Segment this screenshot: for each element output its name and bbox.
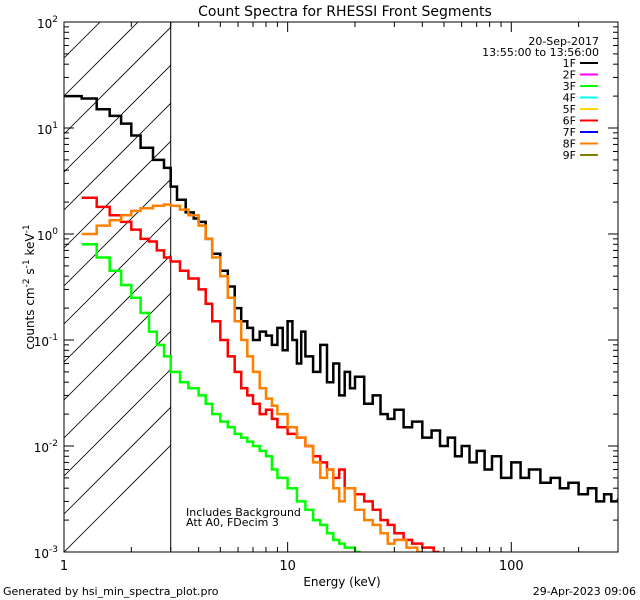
background-note: Includes Background (186, 506, 301, 519)
legend-label: 7F (563, 126, 576, 139)
hatch-line (64, 216, 171, 325)
y-axis-label-exp: -2 (22, 278, 32, 287)
legend-label: 5F (563, 103, 576, 116)
hatch-line (64, 140, 171, 249)
legend-label: 8F (563, 138, 576, 151)
chart-title: Count Spectra for RHESSI Front Segments (198, 4, 492, 20)
x-axis-label: Energy (keV) (303, 575, 380, 589)
legend-label: 3F (563, 80, 576, 93)
y-tick-label: 100 (37, 227, 58, 243)
legend-label: 4F (563, 92, 576, 105)
series-line-8f (81, 203, 423, 552)
series-line-6f (81, 196, 440, 552)
y-tick-label: 102 (37, 15, 58, 31)
hatch-line (64, 444, 171, 552)
legend-label: 1F (563, 57, 576, 70)
y-axis-label-text: keV (23, 233, 37, 260)
plot-frame (63, 21, 619, 553)
legend-label: 2F (563, 69, 576, 82)
hatch-line (64, 178, 171, 287)
y-axis-label-text: s (23, 268, 37, 278)
hatch-line (64, 330, 171, 439)
legend-label: 6F (563, 115, 576, 128)
x-tick-label: 10 (279, 559, 296, 574)
hatch-line (64, 26, 171, 135)
series-line-1f (64, 94, 618, 503)
hatch-line (64, 292, 171, 401)
hatch-line (64, 254, 171, 363)
hatch-line (64, 368, 171, 477)
generated-by-footer: Generated by hsi_min_spectra_plot.pro (3, 585, 219, 598)
observation-time-range: 13:55:00 to 13:56:00 (482, 46, 599, 59)
y-axis-label-text: counts cm (23, 287, 37, 349)
y-axis-label-exp: -1 (22, 259, 32, 268)
hatch-line (64, 406, 171, 515)
hatched-region (64, 22, 171, 552)
legend-label: 9F (563, 149, 576, 162)
generated-date-footer: 29-Apr-2023 09:06 (533, 585, 636, 598)
y-axis-label-exp: -1 (22, 224, 32, 233)
hatch-line (64, 102, 171, 211)
series-line-3f (81, 243, 361, 552)
hatch-line (64, 64, 171, 173)
x-tick-label: 100 (499, 559, 524, 574)
y-tick-label: 10-2 (34, 439, 58, 455)
attenuator-note: Att A0, FDecim 3 (186, 516, 279, 529)
x-tick-label: 1 (60, 559, 68, 574)
observation-date: 20-Sep-2017 (528, 35, 599, 48)
y-tick-label: 101 (37, 121, 58, 137)
y-tick-label: 10-3 (34, 545, 58, 561)
y-tick-label: 10-1 (34, 333, 58, 349)
y-axis-label: counts cm-2 s-1 keV-1 (22, 224, 37, 349)
